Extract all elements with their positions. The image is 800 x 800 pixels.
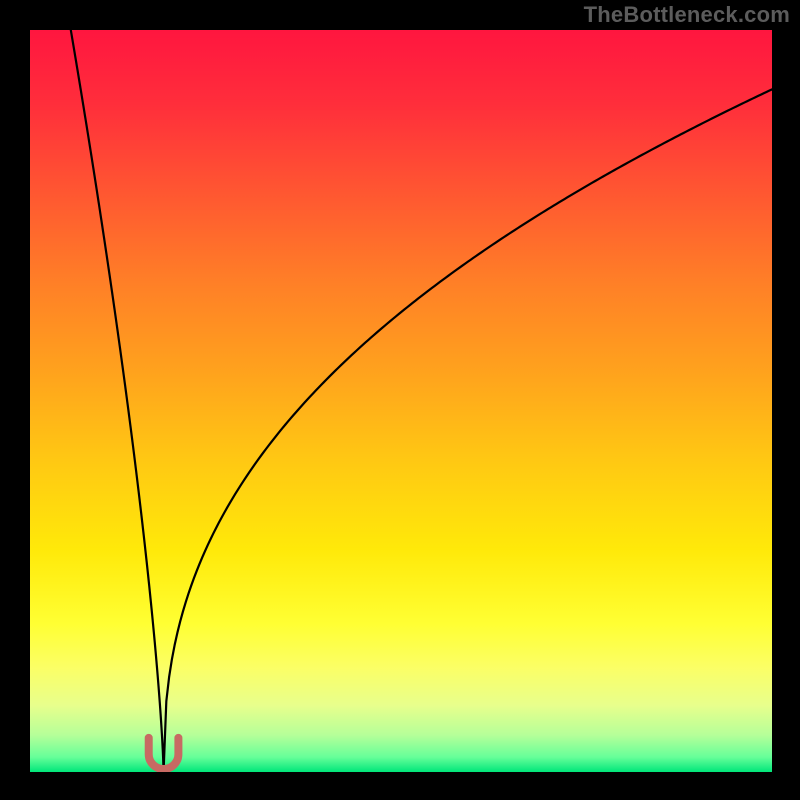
plot-svg <box>30 30 772 772</box>
gradient-background <box>30 30 772 772</box>
watermark-text: TheBottleneck.com <box>584 2 790 28</box>
chart-frame: TheBottleneck.com <box>0 0 800 800</box>
plot-area <box>30 30 772 772</box>
